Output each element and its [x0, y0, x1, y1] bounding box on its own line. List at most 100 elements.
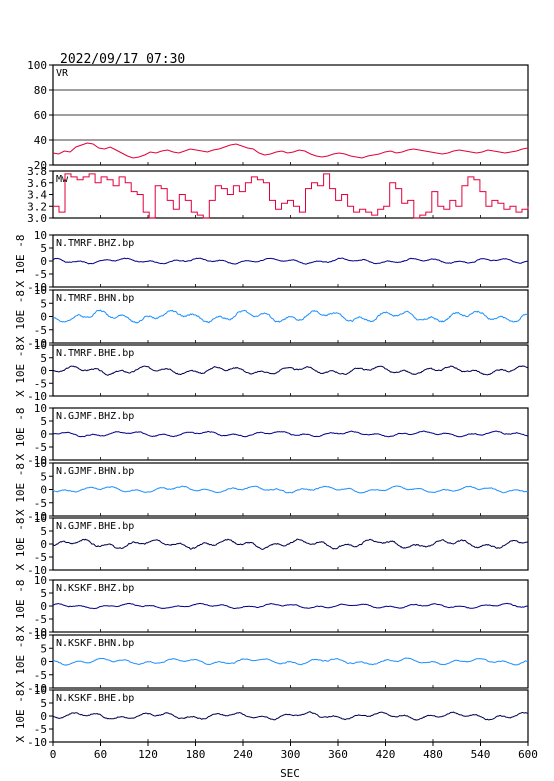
- panel-label: N.KSKF.BHZ.bp: [56, 583, 134, 594]
- y-tick-label: -5: [34, 613, 47, 626]
- x-tick-label: 540: [471, 748, 491, 761]
- y-tick-label: 0: [40, 255, 47, 268]
- y-tick-label: 40: [34, 134, 47, 147]
- y-tick-label: -5: [34, 551, 47, 564]
- x-tick-label: 60: [94, 748, 107, 761]
- y-tick-label: -10: [27, 682, 47, 695]
- y-tick-label: 0: [40, 428, 47, 441]
- y-tick-label: 0: [40, 538, 47, 551]
- x-tick-label: 180: [186, 748, 206, 761]
- y-axis-label: X 10E -8: [14, 518, 27, 571]
- panel-label: N.TMRF.BHN.bp: [56, 293, 134, 304]
- y-tick-label: -10: [27, 626, 47, 639]
- y-tick-label: -10: [27, 337, 47, 350]
- y-axis-label: X 10E -8: [14, 463, 27, 516]
- x-tick-label: 420: [376, 748, 396, 761]
- x-axis: 0 60 120 180 240 300 360 420 480 540 600: [50, 742, 538, 761]
- y-axis-label: X 10E -8: [14, 580, 27, 633]
- panel-6: 10 50-5-10 N.GJMF.BHZ.bp X 10E -8: [14, 402, 529, 467]
- series-line: [52, 430, 529, 438]
- y-tick-label: 3.8: [27, 165, 47, 178]
- y-tick-label: 0: [40, 710, 47, 723]
- y-tick-label: 10: [34, 284, 47, 297]
- panel-1: 100 80 60 40 20 VR: [27, 59, 529, 172]
- y-tick-label: 0: [40, 365, 47, 378]
- y-tick-label: 0: [40, 311, 47, 324]
- y-axis-label: X 10E -8: [14, 408, 27, 461]
- y-tick-label: 5: [40, 415, 47, 428]
- x-tick-label: 120: [138, 748, 158, 761]
- y-tick-label: 5: [40, 587, 47, 600]
- x-axis-label: SEC: [280, 767, 300, 780]
- series-line: [53, 173, 529, 219]
- y-axis-label: X 10E -8: [14, 290, 27, 343]
- panel-2: 3.83.63.43.23.0 Mw: [27, 165, 529, 225]
- panel-label: N.KSKF.BHE.bp: [56, 693, 134, 704]
- series-line: [52, 365, 529, 376]
- y-tick-label: 0: [40, 600, 47, 613]
- y-tick-label: 0: [40, 656, 47, 669]
- y-tick-label: 100: [27, 59, 47, 72]
- y-tick-label: 3.6: [27, 177, 47, 190]
- y-tick-label: 10: [34, 229, 47, 242]
- y-tick-label: 80: [34, 84, 47, 97]
- y-tick-label: -5: [34, 324, 47, 337]
- x-tick-label: 480: [423, 748, 443, 761]
- y-tick-label: 60: [34, 109, 47, 122]
- panel-label: N.GJMF.BHE.bp: [56, 521, 134, 532]
- y-tick-label: -5: [34, 497, 47, 510]
- y-tick-label: -5: [34, 669, 47, 682]
- y-tick-label: -10: [27, 736, 47, 749]
- panel-label: N.TMRF.BHZ.bp: [56, 238, 134, 249]
- panels: 10080604020VR3.83.63.43.23.0Mw1050-5-10N…: [14, 59, 529, 749]
- y-tick-label: 0: [40, 484, 47, 497]
- y-tick-label: 10: [34, 684, 47, 697]
- panel-label: Mw: [56, 174, 69, 185]
- y-tick-label: 3.2: [27, 200, 47, 213]
- x-tick-label: 240: [233, 748, 253, 761]
- y-tick-label: 10: [34, 339, 47, 352]
- panel-frame: [52, 170, 529, 219]
- figure-datetime: 2022/09/17 07:30: [60, 52, 185, 67]
- series-line: [52, 602, 528, 610]
- series-line: [52, 538, 529, 550]
- y-axis-label: X 10E -8: [14, 344, 27, 397]
- series-line: [52, 142, 529, 159]
- y-tick-label: -10: [27, 281, 47, 294]
- y-tick-label: 3.4: [27, 189, 47, 202]
- y-tick-label: 5: [40, 470, 47, 483]
- y-tick-label: -5: [34, 377, 47, 390]
- panel-label: N.KSKF.BHN.bp: [56, 638, 134, 649]
- series-line: [52, 309, 529, 324]
- y-tick-label: 5: [40, 525, 47, 538]
- series-line: [52, 485, 529, 494]
- y-tick-label: 10: [34, 574, 47, 587]
- y-tick-label: 5: [40, 352, 47, 365]
- x-tick-label: 0: [50, 748, 57, 761]
- y-tick-label: -10: [27, 564, 47, 577]
- y-tick-label: 10: [34, 457, 47, 470]
- series-line: [52, 257, 529, 265]
- y-tick-label: 5: [40, 697, 47, 710]
- y-tick-label: 10: [34, 629, 47, 642]
- panel-label: N.GJMF.BHZ.bp: [56, 411, 134, 422]
- y-axis-label: X 10E -8: [14, 635, 27, 688]
- y-tick-label: -10: [27, 454, 47, 467]
- panel-label: N.TMRF.BHE.bp: [56, 348, 134, 359]
- y-tick-label: -5: [34, 441, 47, 454]
- panel-label: VR: [56, 68, 69, 79]
- y-axis-label: X 10E -8: [14, 235, 27, 288]
- y-tick-label: 20: [34, 159, 47, 172]
- y-tick-label: -10: [27, 390, 47, 403]
- panel-label: N.GJMF.BHN.bp: [56, 466, 134, 477]
- y-tick-label: -5: [34, 268, 47, 281]
- y-tick-label: 5: [40, 297, 47, 310]
